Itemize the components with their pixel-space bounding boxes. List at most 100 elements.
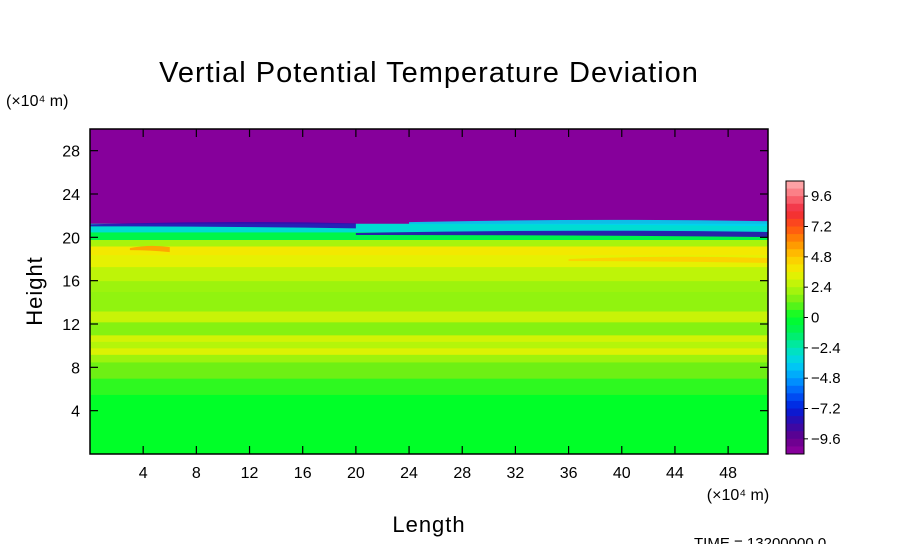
x-tick-label-28: 28 bbox=[453, 465, 471, 482]
plot-frame bbox=[89, 128, 769, 455]
colorbar-segment-34 bbox=[786, 438, 804, 447]
heatmap-band-2 bbox=[90, 361, 768, 379]
heatmap-band-16 bbox=[90, 223, 768, 233]
heatmap-band-0 bbox=[90, 394, 768, 454]
x-tick-label-4: 4 bbox=[139, 465, 148, 482]
heatmap-feature-0 bbox=[90, 222, 356, 229]
colorbar-segment-24 bbox=[786, 363, 804, 371]
colorbar-segment-13 bbox=[786, 279, 804, 288]
colorbar-segment-16 bbox=[786, 302, 804, 311]
colorbar-segment-10 bbox=[786, 256, 804, 265]
x-tick-label-20: 20 bbox=[347, 465, 365, 482]
heatmap-band-5 bbox=[90, 341, 768, 349]
colorbar-tick-label-1: 7.2 bbox=[811, 219, 832, 236]
heatmap-band-14 bbox=[90, 239, 768, 247]
colorbar-segment-17 bbox=[786, 309, 804, 318]
x-axis-ticks: 4 8 12 16 20 24 28 32 36 40 44 48 bbox=[139, 129, 737, 482]
colorbar-segment-12 bbox=[786, 272, 804, 280]
heatmap-band-4 bbox=[90, 347, 768, 355]
x-axis-title: Length bbox=[392, 512, 465, 537]
colorbar-tick-label-4: 0 bbox=[811, 310, 819, 327]
heatmap-band-17 bbox=[90, 129, 768, 224]
heatmap-band-15 bbox=[90, 231, 768, 240]
y-tick-label-24: 24 bbox=[62, 187, 80, 204]
chart-title: Vertial Potential Temperature Deviation bbox=[159, 57, 699, 89]
y-tick-label-16: 16 bbox=[62, 274, 80, 291]
colorbar-segment-1 bbox=[786, 188, 804, 197]
colorbar-tick-label-2: 4.8 bbox=[811, 249, 832, 266]
colorbar-segment-0 bbox=[786, 181, 804, 189]
x-axis-unit: (×10⁴ m) bbox=[707, 487, 769, 504]
colorbar-tick-label-8: −9.6 bbox=[811, 431, 841, 448]
heatmap-feature-1 bbox=[355, 230, 768, 237]
colorbar-segment-2 bbox=[786, 196, 804, 205]
heatmap-band-9 bbox=[90, 291, 768, 312]
colorbar-segment-23 bbox=[786, 355, 804, 364]
colorbar-segment-28 bbox=[786, 393, 804, 402]
colorbar-segment-35 bbox=[786, 446, 804, 455]
y-axis-unit: (×10⁴ m) bbox=[6, 93, 68, 110]
heatmap-band-7 bbox=[90, 321, 768, 336]
colorbar-segment-20 bbox=[786, 332, 804, 341]
colorbar-segment-19 bbox=[786, 325, 804, 334]
heatmap-feature-3 bbox=[568, 256, 768, 263]
colorbar-segment-11 bbox=[786, 264, 804, 273]
colorbar-segment-25 bbox=[786, 370, 804, 379]
colorbar-segment-4 bbox=[786, 211, 804, 220]
colorbar-segment-32 bbox=[786, 423, 804, 432]
y-tick-label-12: 12 bbox=[62, 317, 80, 334]
colorbar-segment-29 bbox=[786, 400, 804, 409]
colorbar: 9.6 7.2 4.8 2.4 0 −2.4 −4.8 −7.2 −9.6 bbox=[785, 180, 841, 455]
colorbar-segment-6 bbox=[786, 226, 804, 235]
heatmap-field bbox=[90, 129, 768, 454]
colorbar-segment-33 bbox=[786, 431, 804, 440]
x-tick-label-24: 24 bbox=[400, 465, 418, 482]
y-tick-label-4: 4 bbox=[71, 404, 80, 421]
colorbar-segment-27 bbox=[786, 385, 804, 394]
x-tick-label-8: 8 bbox=[192, 465, 201, 482]
heatmap-band-8 bbox=[90, 311, 768, 323]
y-tick-label-28: 28 bbox=[62, 144, 80, 161]
colorbar-segment-22 bbox=[786, 347, 804, 356]
colorbar-segment-8 bbox=[786, 241, 804, 250]
x-tick-label-40: 40 bbox=[613, 465, 631, 482]
colorbar-segment-3 bbox=[786, 203, 804, 212]
colorbar-tick-label-0: 9.6 bbox=[811, 188, 832, 205]
heatmap-band-12 bbox=[90, 254, 768, 268]
colorbar-segment-9 bbox=[786, 249, 804, 258]
heatmap-band-6 bbox=[90, 334, 768, 342]
colorbar-tick-label-7: −7.2 bbox=[811, 401, 841, 418]
y-axis-ticks: 4 8 12 16 20 24 28 bbox=[62, 144, 768, 421]
colorbar-tick-label-3: 2.4 bbox=[811, 279, 832, 296]
x-tick-label-16: 16 bbox=[294, 465, 312, 482]
colorbar-segment-7 bbox=[786, 234, 804, 243]
heatmap-band-10 bbox=[90, 280, 768, 292]
heatmap-band-3 bbox=[90, 354, 768, 363]
x-tick-label-48: 48 bbox=[719, 465, 737, 482]
colorbar-segment-5 bbox=[786, 218, 804, 227]
time-stamp: TIME = 13200000.0 bbox=[694, 535, 826, 544]
y-tick-label-8: 8 bbox=[71, 360, 80, 377]
x-tick-label-12: 12 bbox=[241, 465, 259, 482]
x-tick-label-44: 44 bbox=[666, 465, 684, 482]
y-axis-title: Height bbox=[22, 256, 47, 326]
colorbar-segment-15 bbox=[786, 294, 804, 303]
colorbar-tick-label-6: −4.8 bbox=[811, 370, 841, 387]
colorbar-segment-31 bbox=[786, 416, 804, 425]
x-tick-label-36: 36 bbox=[560, 465, 578, 482]
heatmap-feature-4 bbox=[129, 245, 170, 253]
heatmap-feature-2 bbox=[409, 219, 768, 227]
heatmap-band-1 bbox=[90, 378, 768, 395]
colorbar-segment-14 bbox=[786, 287, 804, 296]
colorbar-segment-21 bbox=[786, 340, 804, 349]
colorbar-segment-30 bbox=[786, 408, 804, 417]
x-tick-label-32: 32 bbox=[507, 465, 525, 482]
colorbar-segment-18 bbox=[786, 317, 804, 326]
heatmap-band-13 bbox=[90, 246, 768, 256]
colorbar-tick-label-5: −2.4 bbox=[811, 340, 841, 357]
y-tick-label-20: 20 bbox=[62, 230, 80, 247]
heatmap-band-11 bbox=[90, 266, 768, 282]
colorbar-segment-26 bbox=[786, 378, 804, 387]
